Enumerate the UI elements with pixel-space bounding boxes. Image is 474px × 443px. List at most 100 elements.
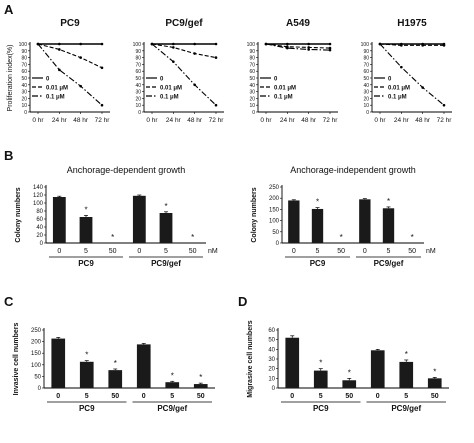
x-tick-label: 24 hr <box>52 117 68 124</box>
x-tick-label: 50 <box>431 393 439 400</box>
data-point <box>421 86 424 89</box>
data-point <box>307 42 310 46</box>
y-tick-label: 30 <box>249 90 255 96</box>
y-tick-label: 100 <box>247 42 256 48</box>
x-tick-label: 50 <box>189 248 197 255</box>
y-tick-label: 40 <box>363 83 369 89</box>
y-tick-label: 20 <box>135 96 141 102</box>
y-tick-label: 0 <box>366 110 369 116</box>
y-tick-label: 90 <box>21 49 27 55</box>
panel-label-a: A <box>4 2 14 17</box>
bar <box>342 380 357 388</box>
x-tick-label: 0 <box>56 393 60 400</box>
legend-label: 0.01 μM <box>46 86 68 92</box>
data-point <box>172 60 175 63</box>
y-axis-label: Invasive cell numbers <box>13 323 20 396</box>
bar <box>79 217 93 243</box>
data-point <box>36 42 40 46</box>
x-tick-label: 5 <box>316 248 320 255</box>
y-tick-label: 90 <box>363 49 369 55</box>
series-line-low-dose <box>37 43 103 69</box>
group-label: PC9 <box>79 404 95 413</box>
bar <box>427 378 442 388</box>
x-tick-label: 0 hr <box>260 117 272 124</box>
x-tick-label: 5 <box>164 248 168 255</box>
x-tick-label: 48 hr <box>187 117 203 124</box>
y-tick-label: 70 <box>21 62 27 68</box>
series-line-low-dose <box>265 43 331 49</box>
y-tick-label: 40 <box>36 225 43 231</box>
y-tick-label: 80 <box>36 209 43 215</box>
x-tick-label: 5 <box>170 393 174 400</box>
significance-star: * <box>85 351 88 360</box>
x-tick-label: 50 <box>197 393 205 400</box>
x-tick-label: 0 <box>290 393 294 400</box>
data-point <box>328 42 332 46</box>
y-tick-label: 0 <box>24 110 27 116</box>
data-point <box>172 42 175 46</box>
y-tick-label: 0 <box>40 241 44 247</box>
y-axis-label: Proliferation index(%) <box>7 45 14 112</box>
y-tick-label: 150 <box>269 207 280 213</box>
x-tick-label: 5 <box>84 248 88 255</box>
bar <box>193 384 208 388</box>
y-axis-label: Migrasive cell numbers <box>247 320 254 398</box>
legend-label: 0 <box>274 77 278 83</box>
series-line-low-dose <box>379 43 444 46</box>
y-tick-label: 60 <box>268 328 275 334</box>
bar <box>51 338 66 388</box>
y-tick-label: 10 <box>363 103 369 109</box>
group-label: PC9/gef <box>374 259 404 268</box>
unit-label: nM <box>426 248 436 255</box>
group-label: PC9/gef <box>391 404 421 413</box>
y-tick-label: 200 <box>31 340 42 346</box>
group-label: PC9/gef <box>151 259 181 268</box>
legend-label: 0.01 μM <box>160 86 182 92</box>
x-tick-label: 0 <box>142 393 146 400</box>
x-tick-label: 5 <box>319 393 323 400</box>
data-point <box>58 42 61 46</box>
x-tick-label: 5 <box>85 393 89 400</box>
x-tick-label: 48 hr <box>73 117 89 124</box>
y-tick-label: 0 <box>138 110 141 116</box>
y-tick-label: 100 <box>133 42 142 48</box>
panel-label-c: C <box>4 294 14 309</box>
data-point <box>79 56 82 59</box>
data-point <box>307 46 310 49</box>
data-point <box>193 52 196 55</box>
y-tick-label: 200 <box>269 196 280 202</box>
y-tick-label: 90 <box>135 49 141 55</box>
bar <box>52 197 66 243</box>
legend-label: 0.01 μM <box>388 86 410 92</box>
x-tick-label: 24 hr <box>166 117 182 124</box>
y-tick-label: 10 <box>249 103 255 109</box>
group-label: PC9 <box>313 404 329 413</box>
data-point <box>100 42 104 46</box>
y-tick-label: 100 <box>19 42 28 48</box>
bar <box>159 213 173 243</box>
x-tick-label: 0 <box>363 248 367 255</box>
y-tick-label: 30 <box>363 90 369 96</box>
y-tick-label: 50 <box>34 374 41 380</box>
series-line-high-dose <box>379 43 445 106</box>
x-tick-label: 50 <box>345 393 353 400</box>
y-tick-label: 40 <box>268 347 275 353</box>
y-tick-label: 140 <box>33 185 44 191</box>
bar <box>108 370 123 388</box>
y-tick-label: 10 <box>135 103 141 109</box>
y-tick-label: 150 <box>31 351 42 357</box>
y-tick-label: 40 <box>21 83 27 89</box>
significance-star: * <box>433 367 436 376</box>
x-tick-label: 24 hr <box>394 117 410 124</box>
y-tick-label: 250 <box>269 185 280 191</box>
y-tick-label: 60 <box>36 217 43 223</box>
y-tick-label: 70 <box>135 62 141 68</box>
bar <box>132 195 146 243</box>
panel-a-title: A549 <box>286 18 310 29</box>
legend-label: 0.01 μM <box>274 86 296 92</box>
y-tick-label: 30 <box>135 90 141 96</box>
data-point <box>150 42 154 46</box>
data-point <box>421 44 424 47</box>
y-tick-label: 30 <box>268 357 275 363</box>
